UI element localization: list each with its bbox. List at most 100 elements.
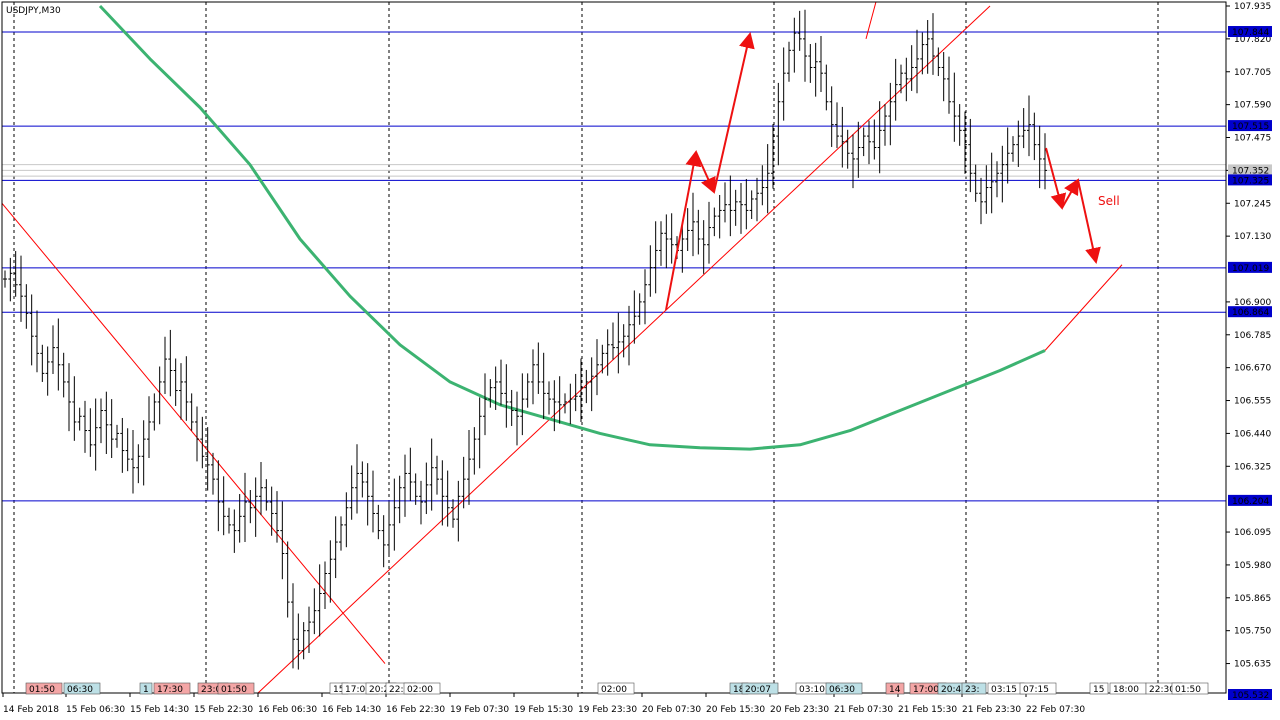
y-tick-label: 105.865 [1234, 594, 1271, 604]
level-price-label: 107.515 [1232, 122, 1269, 132]
time-tag-box [153, 682, 191, 695]
y-tick-label: 105.980 [1234, 561, 1271, 571]
time-tag-box [217, 682, 255, 695]
level-price-label: 107.325 [1232, 176, 1269, 186]
time-tag-label: 06:30 [67, 685, 93, 695]
time-tag-label: 01:50 [1175, 685, 1201, 695]
time-tag-box [403, 682, 441, 695]
x-tick-label: 20 Feb 23:30 [770, 705, 829, 715]
level-price-tag [1228, 306, 1272, 318]
time-tag-box [1171, 682, 1209, 695]
x-tick-label: 15 Feb 06:30 [66, 705, 125, 715]
time-tag-label: 15 [333, 685, 344, 695]
projection-arrow [1061, 178, 1079, 209]
time-tag-label: 01:50 [221, 685, 247, 695]
trend-line [865, 1, 877, 40]
x-tick-label: 22 Feb 07:30 [1026, 705, 1085, 715]
x-tick-label: 21 Feb 15:30 [898, 705, 957, 715]
x-tick-label: 14 Feb 2018 [3, 705, 59, 715]
time-tag-label: 1 [143, 685, 149, 695]
y-tick-label: 107.130 [1234, 232, 1271, 242]
y-tick-label: 106.555 [1234, 397, 1271, 407]
time-tag-label: 22:30 [1149, 685, 1175, 695]
moving-average-line [98, 4, 1046, 451]
level-price-label: 106.204 [1232, 497, 1269, 507]
time-tag-box [1089, 682, 1109, 695]
time-tag-label: 22:3 [389, 685, 409, 695]
y-tick-label: 107.705 [1234, 68, 1271, 78]
y-tick-label: 107.475 [1234, 134, 1271, 144]
projection-arrow [713, 32, 755, 193]
x-tick-label: 20 Feb 15:30 [706, 705, 765, 715]
time-tag-label: 02:00 [407, 685, 433, 695]
y-tick-label: 106.095 [1234, 528, 1271, 538]
time-tag-label: 03:10 [799, 685, 825, 695]
time-tag-label: 23:0 [201, 685, 221, 695]
level-price-label: 107.844 [1232, 28, 1269, 38]
y-tick-label: 107.935 [1234, 2, 1271, 12]
time-tag-label: 01:50 [29, 685, 55, 695]
candles [3, 9, 1047, 670]
x-tick-label: 16 Feb 06:30 [258, 705, 317, 715]
moving-average [98, 4, 1046, 451]
y-tick-label: 105.635 [1234, 660, 1271, 670]
x-tick-label: 21 Feb 07:30 [834, 705, 893, 715]
current-price-label: 107.352 [1232, 166, 1269, 176]
level-price-tag [1228, 261, 1272, 273]
projection-arrow [695, 151, 716, 194]
price-axis: 107.935 107.820 107.705 107.590 107.475 107.3… [1226, 2, 1272, 701]
time-tag-box [961, 682, 987, 695]
level-price-tag [1228, 174, 1272, 186]
y-tick-label: 106.325 [1234, 462, 1271, 472]
bottom-price-tag [1228, 689, 1272, 700]
grid-lines [13, 2, 1159, 693]
bottom-price-label: 105.532 [1232, 691, 1269, 701]
time-tag-label: 20:45 [941, 685, 967, 695]
time-tag-label: 17:00 [345, 685, 371, 695]
chart-title: USDJPY,M30 [6, 6, 61, 16]
time-tag-label: 06:30 [829, 685, 855, 695]
time-tag-label: 23: [965, 685, 979, 695]
time-tag-box [825, 682, 863, 695]
time-tag-label: 17:00 [913, 685, 939, 695]
x-tick-label: 16 Feb 22:30 [386, 705, 445, 715]
time-tag-box [25, 682, 63, 695]
level-price-label: 106.864 [1232, 308, 1269, 318]
x-tick-label: 19 Feb 23:30 [578, 705, 637, 715]
y-tick-label: 105.750 [1234, 627, 1271, 637]
time-tag-box [741, 682, 779, 695]
time-tag-label: 20:07 [745, 685, 771, 695]
y-tick-label: 106.900 [1234, 298, 1271, 308]
time-tag-label: 15 [1093, 685, 1104, 695]
time-axis: 14 Feb 2018 15 Feb 06:30 15 Feb 14:30 15 Fe… [2, 693, 1085, 715]
y-tick-label: 107.245 [1234, 199, 1271, 209]
time-tag-box [139, 682, 153, 695]
level-price-tag [1228, 494, 1272, 506]
level-price-tag [1228, 120, 1272, 132]
x-tick-label: 19 Feb 15:30 [514, 705, 573, 715]
x-tick-label: 20 Feb 07:30 [642, 705, 701, 715]
x-tick-label: 16 Feb 14:30 [322, 705, 381, 715]
projection-arrow [1077, 179, 1101, 264]
time-tag-label: 02:00 [601, 685, 627, 695]
x-tick-label: 19 Feb 07:30 [450, 705, 509, 715]
time-tag-label: 18:00 [1113, 685, 1139, 695]
sell-annotation: Sell [1098, 194, 1120, 208]
y-tick-label: 107.590 [1234, 101, 1271, 111]
y-tick-label: 107.820 [1234, 35, 1271, 45]
x-tick-label: 15 Feb 14:30 [130, 705, 189, 715]
time-tag-label: 20:2 [369, 685, 389, 695]
y-tick-label: 106.670 [1234, 364, 1271, 374]
time-tag-label: 17:30 [157, 685, 183, 695]
time-tag-label: 07:15 [1023, 685, 1049, 695]
projection-arrow [665, 150, 702, 311]
x-tick-label: 15 Feb 22:30 [194, 705, 253, 715]
time-tag-box [885, 682, 905, 695]
time-tag-box [597, 682, 635, 695]
time-tag-label: 18 [733, 685, 745, 695]
projection-arrows [665, 32, 1101, 311]
x-tick-label: 21 Feb 23:30 [962, 705, 1021, 715]
